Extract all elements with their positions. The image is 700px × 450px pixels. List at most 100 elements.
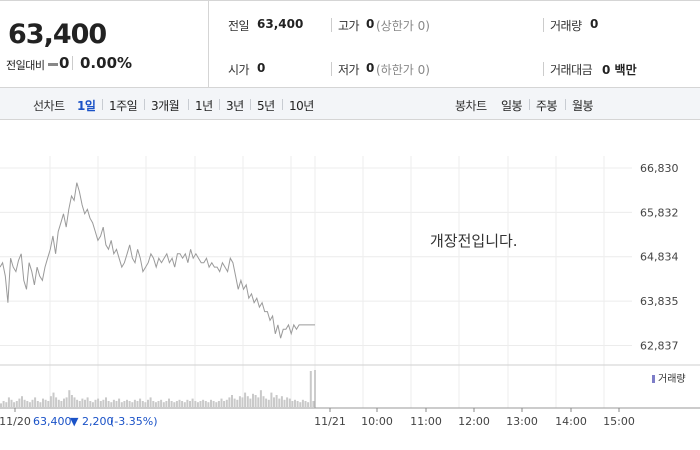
stat-divider — [543, 62, 544, 76]
volume-bar — [13, 402, 16, 407]
volume-bar — [236, 399, 239, 407]
volume-bar — [2, 401, 5, 407]
stat-label-trade-value: 거래대금 — [550, 63, 593, 77]
change-percent: 0.00% — [80, 54, 133, 72]
price-box: 63,400 전일대비 0 0.00% — [0, 1, 209, 88]
volume-bar — [120, 402, 123, 407]
volume-bar — [26, 401, 29, 407]
volume-bar — [131, 402, 134, 407]
x-tick-label: 13:00 — [506, 415, 538, 428]
change-label: 전일대비 — [6, 59, 45, 72]
volume-bar — [76, 399, 79, 407]
volume-bar — [52, 392, 55, 407]
volume-bar — [304, 401, 307, 407]
volume-bar — [70, 395, 73, 407]
volume-bar — [63, 398, 65, 407]
volume-bar — [36, 401, 39, 407]
candle-daily-tab[interactable]: 일봉 — [501, 99, 523, 113]
volume-bar — [5, 402, 8, 407]
volume-bar — [97, 398, 100, 407]
volume-bar — [28, 402, 31, 407]
volume-bar — [147, 399, 149, 407]
stat-label-high: 고가 — [338, 19, 360, 33]
volume-bar — [252, 393, 254, 407]
pre-market-notice: 개장전입니다. — [430, 232, 518, 250]
volume-bar — [210, 399, 212, 407]
volume-bar — [118, 398, 121, 407]
change-value: 0 — [59, 54, 70, 72]
range-1day-tab[interactable]: 1일 — [77, 99, 96, 113]
volume-bar — [91, 402, 94, 407]
y-tick-label: 64,834 — [640, 251, 679, 264]
stock-summary: 63,400 전일대비 0 0.00% 전일 63,400 고가 0 (상한가 … — [0, 0, 700, 88]
volume-bar — [288, 398, 291, 407]
range-divider — [144, 99, 145, 110]
range-divider — [282, 99, 283, 110]
range-5year-tab[interactable]: 5년 — [257, 99, 275, 113]
candle-monthly-tab[interactable]: 월봉 — [572, 99, 594, 113]
volume-bar — [294, 399, 296, 407]
volume-bar — [254, 395, 257, 407]
volume-bar — [262, 396, 265, 407]
volume-bar — [144, 402, 147, 407]
volume-bar — [244, 392, 247, 407]
volume-bar — [275, 395, 278, 407]
x-tick-label: 14:00 — [555, 415, 587, 428]
candle-weekly-tab[interactable]: 주봉 — [536, 99, 558, 113]
y-tick-label: 62,837 — [640, 339, 679, 352]
volume-bar — [186, 399, 189, 407]
volume-bar — [115, 401, 118, 407]
volume-bar — [10, 399, 13, 407]
volume-bar — [31, 399, 34, 407]
volume-bar — [207, 402, 210, 407]
x-tick-label: 11:00 — [410, 415, 442, 428]
volume-bar — [238, 396, 241, 407]
volume-bar — [178, 399, 181, 407]
volume-bar — [110, 402, 113, 407]
volume-bar — [225, 399, 228, 407]
prev-close-value: 63,400 — [33, 415, 72, 428]
volume-bar — [149, 397, 152, 407]
volume-bar — [191, 398, 194, 407]
volume-bar — [204, 401, 207, 407]
volume-bar — [215, 402, 218, 407]
range-1year-tab[interactable]: 1년 — [195, 99, 213, 113]
volume-bar — [299, 402, 302, 407]
volume-bar — [257, 397, 260, 407]
volume-bar — [89, 401, 92, 407]
range-1week-tab[interactable]: 1주일 — [109, 99, 138, 113]
stat-value-prev-close: 63,400 — [257, 17, 304, 31]
volume-bar — [107, 401, 110, 407]
range-3month-tab[interactable]: 3개월 — [151, 99, 180, 113]
volume-bar — [123, 401, 126, 407]
range-divider — [188, 99, 189, 110]
x-tick-label: 12:00 — [458, 415, 490, 428]
volume-bar — [84, 399, 86, 407]
volume-bar — [133, 399, 136, 407]
volume-bar — [183, 402, 186, 407]
volume-bar — [301, 399, 304, 407]
volume-bar — [73, 397, 76, 407]
volume-bar — [42, 398, 44, 407]
volume-bar — [15, 401, 18, 407]
volume-bar — [181, 401, 184, 407]
range-3year-tab[interactable]: 3년 — [226, 99, 244, 113]
volume-bar — [49, 396, 52, 407]
prev-change-value: ▼ 2,200 — [70, 415, 113, 428]
stat-divider — [543, 18, 544, 32]
x-tick-label: 15:00 — [603, 415, 635, 428]
volume-bar — [99, 401, 102, 407]
volume-bar — [34, 397, 37, 407]
volume-bar — [233, 398, 236, 407]
volume-legend-swatch — [652, 375, 655, 383]
volume-bar — [65, 397, 68, 407]
volume-bar — [280, 396, 283, 407]
volume-bar — [170, 401, 173, 407]
volume-bar — [94, 399, 97, 407]
x-tick-label: 10:00 — [361, 415, 393, 428]
volume-bar — [157, 401, 160, 407]
volume-bar — [112, 399, 115, 407]
volume-bar — [136, 401, 139, 407]
range-10year-tab[interactable]: 10년 — [289, 99, 314, 113]
volume-bar — [265, 398, 268, 407]
